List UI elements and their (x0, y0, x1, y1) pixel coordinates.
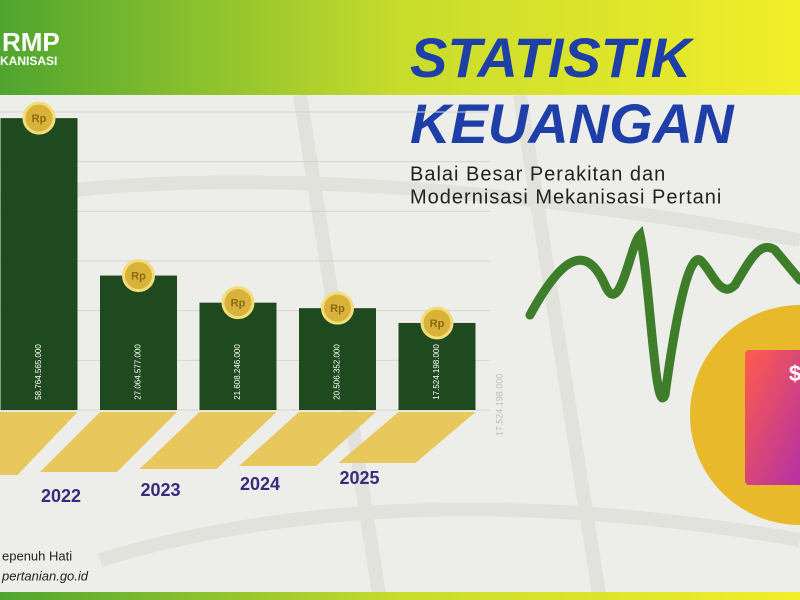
platform (239, 412, 376, 466)
bar (0, 118, 78, 411)
footer-text: epenuh Hati (2, 548, 72, 563)
value-label: 20.506.352.000 (333, 344, 342, 400)
coin (221, 286, 255, 320)
faded-label: 17.524.198.000 (494, 374, 504, 437)
footer-band (0, 592, 800, 600)
coin-label: Rp (32, 113, 47, 125)
platform (338, 412, 476, 463)
title: STATISTIK (410, 26, 695, 89)
value-label: 17.524.198.000 (432, 344, 441, 400)
bar (199, 302, 277, 410)
coin (122, 259, 155, 293)
header-band (0, 0, 800, 95)
value-label: 27.064.577.000 (134, 344, 143, 400)
bar (299, 308, 376, 410)
icon-dollar: $ (789, 361, 800, 386)
value-label: 21.608.246.000 (233, 344, 242, 400)
subtitle: Balai Besar Perakitan dan (410, 163, 666, 185)
coin-label: Rp (231, 298, 246, 310)
coin-label: Rp (330, 303, 345, 315)
x-tick-label: 2024 (240, 474, 280, 494)
subtitle: Modernisasi Mekanisasi Pertani (410, 186, 722, 208)
logo-sub: KANISASI (0, 54, 57, 68)
coin (22, 101, 56, 135)
bar (100, 275, 177, 410)
coin (420, 306, 454, 340)
x-tick-label: 2025 (339, 468, 379, 488)
footer-text: pertanian.go.id (1, 568, 89, 583)
platform (40, 412, 177, 472)
platform (139, 412, 277, 469)
x-tick-label: 2023 (140, 480, 180, 500)
logo: RMP (2, 27, 60, 57)
coin-label: Rp (430, 318, 445, 330)
value-label: 58.764.565.000 (34, 344, 43, 400)
coin (321, 291, 354, 325)
icon-card (745, 350, 800, 485)
coin-label: Rp (131, 270, 146, 282)
title-line2: KEUANGAN (410, 92, 735, 155)
x-tick-label: 2022 (41, 486, 81, 506)
texture (0, 93, 800, 600)
pulse-line (525, 225, 800, 403)
platform (0, 412, 78, 475)
